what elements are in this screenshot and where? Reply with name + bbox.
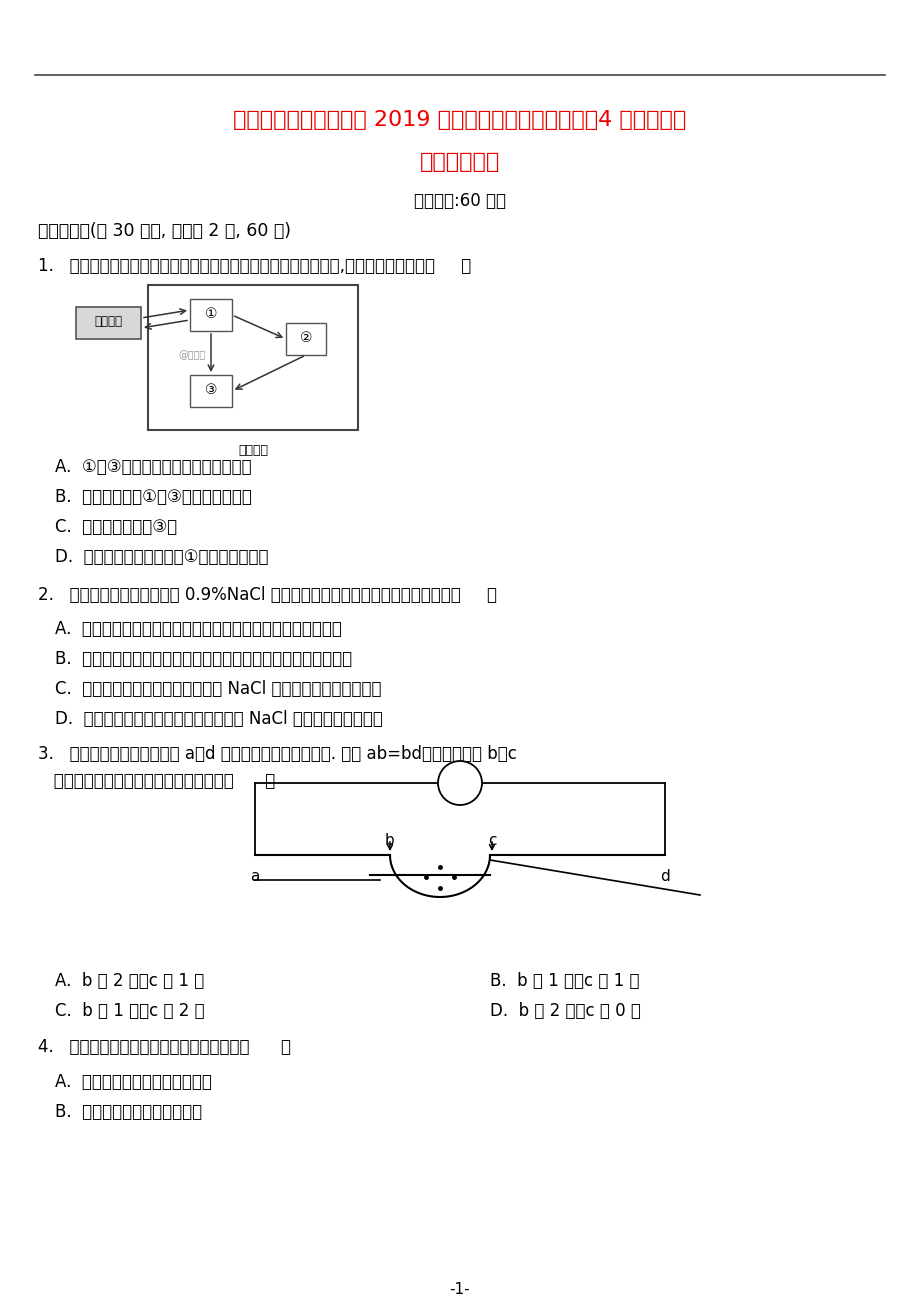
Text: A.  机体血浆渗透压降低，排出相应量的水后恢复到注射前水平: A. 机体血浆渗透压降低，排出相应量的水后恢复到注射前水平 <box>55 620 342 638</box>
Text: 一、单选题(共 30 小题, 每小题 2 分, 60 分): 一、单选题(共 30 小题, 每小题 2 分, 60 分) <box>38 223 290 240</box>
Text: 3.   如图为一突触的结构，在 a、d 两点连接一个灵敏电流计. 已知 ab=bd，若分别刺激 b、c: 3. 如图为一突触的结构，在 a、d 两点连接一个灵敏电流计. 已知 ab=bd… <box>38 745 516 763</box>
Bar <box>190 299 232 331</box>
Text: ①: ① <box>205 307 217 322</box>
Text: ②: ② <box>300 331 312 345</box>
Text: d: d <box>660 868 669 884</box>
Text: C.  b 点 1 次，c 点 2 次: C. b 点 1 次，c 点 2 次 <box>55 1003 204 1019</box>
Text: C.  机体血浆量增加，排出相应量的 NaCl 和水后恢复到注射前水平: C. 机体血浆量增加，排出相应量的 NaCl 和水后恢复到注射前水平 <box>55 680 381 698</box>
Text: 4.   下列有关人体内环境的叙述，错误的是（      ）: 4. 下列有关人体内环境的叙述，错误的是（ ） <box>38 1038 290 1056</box>
Text: b: b <box>385 833 394 848</box>
Text: C.  抗体主要存在于③中: C. 抗体主要存在于③中 <box>55 518 177 536</box>
Bar <box>190 375 232 408</box>
Text: D.  b 点 2 次，c 点 0 次: D. b 点 2 次，c 点 0 次 <box>490 1003 641 1019</box>
Text: D.  蛋白质长期供应不足，①处的液体会减少: D. 蛋白质长期供应不足，①处的液体会减少 <box>55 548 268 566</box>
Text: A.  ①～③分别代表血浆、淋巴和组织液: A. ①～③分别代表血浆、淋巴和组织液 <box>55 458 252 477</box>
Text: B.  正常情况下，①～③的成分保持不变: B. 正常情况下，①～③的成分保持不变 <box>55 488 252 506</box>
Text: ③: ③ <box>205 383 217 397</box>
Text: 1.   如图表示人体细胞内液与细胞外液进行物质交换过程的示意图,有关叙述正确的是（     ）: 1. 如图表示人体细胞内液与细胞外液进行物质交换过程的示意图,有关叙述正确的是（… <box>38 256 471 275</box>
Text: A.  是由细胞外液构成的液体环境: A. 是由细胞外液构成的液体环境 <box>55 1073 211 1091</box>
Text: 2.   若给人静脉注射一定量的 0.9%NaCl 溶液，则一段时间内会发生的生理现象是（     ）: 2. 若给人静脉注射一定量的 0.9%NaCl 溶液，则一段时间内会发生的生理现… <box>38 586 496 604</box>
Text: c: c <box>487 833 495 848</box>
Bar <box>286 323 325 355</box>
Circle shape <box>437 760 482 805</box>
Text: @正确云: @正确云 <box>177 350 205 359</box>
Bar <box>76 307 141 339</box>
Bar <box>148 285 357 430</box>
Text: B.  b 点 1 次，c 点 1 次: B. b 点 1 次，c 点 1 次 <box>490 973 639 990</box>
Text: D.  机体血浆渗透压上升，排出相应量的 NaCl 后恢复到注射前水平: D. 机体血浆渗透压上升，排出相应量的 NaCl 后恢复到注射前水平 <box>55 710 382 728</box>
Text: B.  含有尿素、激素等化学成分: B. 含有尿素、激素等化学成分 <box>55 1103 202 1121</box>
Text: 考试时间:60 分钟: 考试时间:60 分钟 <box>414 191 505 210</box>
Text: B.  机体血浆量增加，排出相应量的水后渗透压恢复到注射前水平: B. 机体血浆量增加，排出相应量的水后渗透压恢复到注射前水平 <box>55 650 352 668</box>
Text: 两点，灵敏电流计指针各能偏转几次？（      ）: 两点，灵敏电流计指针各能偏转几次？（ ） <box>38 772 275 790</box>
Text: a: a <box>250 868 259 884</box>
Text: 细胞内液: 细胞内液 <box>95 315 122 328</box>
Text: 题（美术班）: 题（美术班） <box>419 152 500 172</box>
Text: A.  b 点 2 次，c 点 1 次: A. b 点 2 次，c 点 1 次 <box>55 973 204 990</box>
Text: -1-: -1- <box>449 1282 470 1297</box>
Text: 细胞外液: 细胞外液 <box>238 444 267 457</box>
Text: 河北省大名县第一中学 2019 届高三生物下学期第一次（4 月）月考试: 河北省大名县第一中学 2019 届高三生物下学期第一次（4 月）月考试 <box>233 109 686 130</box>
